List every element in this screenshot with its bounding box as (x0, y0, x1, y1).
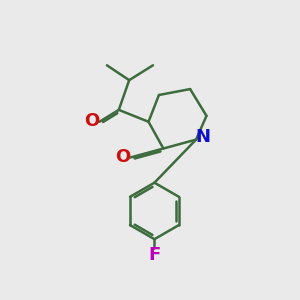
Text: N: N (195, 128, 210, 146)
Text: F: F (148, 246, 160, 264)
Text: O: O (84, 112, 99, 130)
Text: O: O (115, 148, 130, 166)
